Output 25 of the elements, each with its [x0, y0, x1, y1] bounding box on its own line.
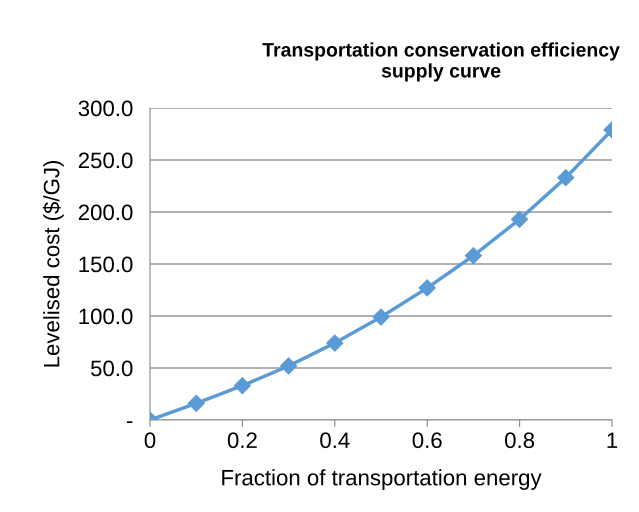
y-tick-label: 250.0 [78, 152, 132, 168]
y-tick-label: 300.0 [78, 100, 132, 116]
point [464, 247, 482, 264]
y-tick-label: 50.0 [90, 360, 132, 376]
y-tick-label: 150.0 [79, 256, 132, 272]
y-tick-label: 200.0 [78, 204, 132, 220]
x-tick-label: 1 [608, 432, 618, 448]
x-tick-label: 0.8 [505, 432, 534, 448]
point [188, 394, 205, 412]
point [511, 210, 528, 228]
point [280, 357, 298, 374]
y-tick-label: - [126, 421, 132, 424]
x-tick-label: 0 [144, 432, 156, 448]
point [372, 308, 390, 326]
point [418, 279, 436, 296]
x-tick-label: 0.6 [412, 432, 442, 448]
x-tick-label: 0.4 [320, 432, 350, 448]
point [234, 377, 251, 394]
y-axis-title: Levelised cost ($/GJ) [42, 161, 64, 367]
y-tick-label: 100.0 [79, 308, 132, 324]
x-tick-label: 0.2 [228, 432, 257, 448]
point [326, 334, 344, 352]
point [557, 169, 574, 186]
chart-title: Transportation conservation efficiency supply curve [262, 42, 620, 82]
x-axis-title: Fraction of transportation energy [222, 469, 542, 490]
